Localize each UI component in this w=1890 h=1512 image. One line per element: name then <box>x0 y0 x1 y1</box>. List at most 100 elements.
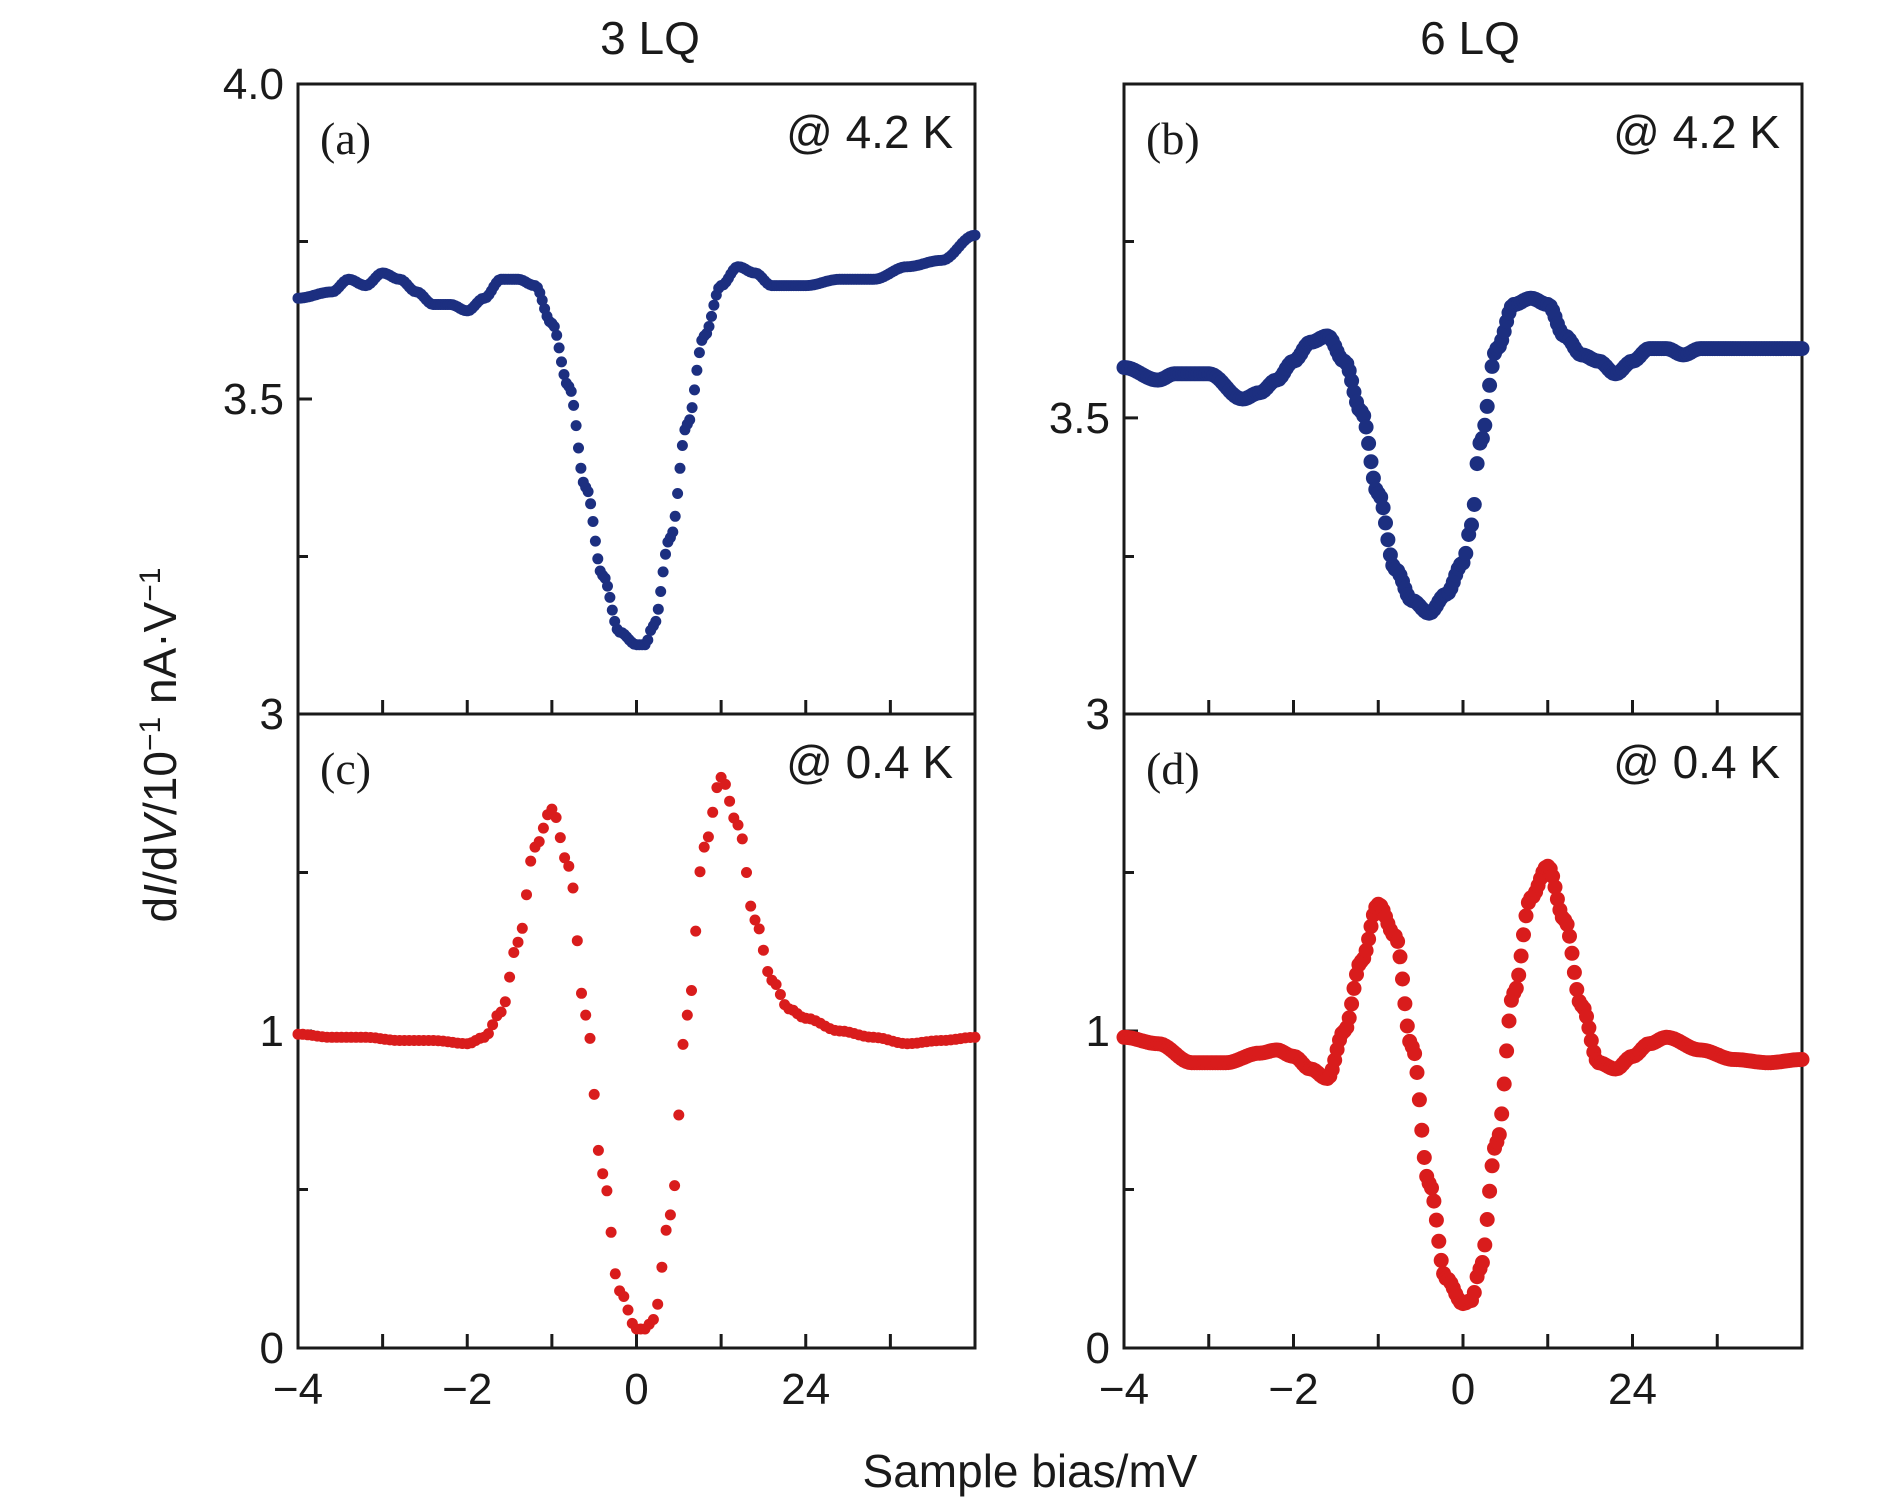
data-point <box>732 819 744 831</box>
data-point <box>652 603 664 615</box>
data-point <box>707 806 719 818</box>
data-point <box>1411 1092 1427 1108</box>
data-point <box>1562 928 1577 944</box>
data-point <box>1392 949 1408 965</box>
data-point <box>684 414 696 426</box>
data-point <box>1518 908 1534 924</box>
data-point <box>1569 982 1585 997</box>
data-point <box>521 889 532 901</box>
data-point <box>573 442 584 454</box>
data-point <box>537 822 549 834</box>
data-point <box>525 855 537 867</box>
data-point <box>1433 1252 1449 1268</box>
data-point <box>602 580 613 592</box>
data-point <box>533 836 545 848</box>
data-point <box>1341 1010 1357 1026</box>
data-point <box>745 900 757 912</box>
data-point <box>689 384 700 396</box>
data-point <box>1511 967 1527 983</box>
data-point <box>1466 1285 1482 1300</box>
data-point <box>1363 918 1379 934</box>
data-point <box>656 1261 668 1273</box>
column-title-3lq: 3 LQ <box>600 12 700 64</box>
data-point <box>1431 1233 1447 1249</box>
temperature-annotation: @ 4.2 K <box>786 106 953 158</box>
ylabel-exp1: −1 <box>134 717 167 751</box>
data-point <box>516 922 528 934</box>
ylabel-exp2: −1 <box>134 568 167 602</box>
data-point <box>703 321 715 332</box>
data-point <box>1407 1046 1423 1062</box>
data-point <box>1414 1122 1430 1138</box>
data-point <box>1397 996 1413 1012</box>
panel-a: 3 3.5 4.0 (a) @ 4.2 K <box>223 60 981 739</box>
data-point <box>698 841 710 853</box>
data-point <box>558 369 570 380</box>
data-point <box>1399 1018 1415 1034</box>
data-point <box>1499 1043 1515 1059</box>
x-tick-label: 0 <box>1451 1365 1475 1414</box>
data-point <box>618 1291 630 1302</box>
data-point <box>674 462 686 474</box>
panel-label: (d) <box>1146 743 1200 794</box>
data-point <box>570 420 582 432</box>
data-point <box>647 1314 659 1325</box>
data-point <box>1380 532 1396 548</box>
data-point <box>1390 933 1406 949</box>
y-tick-label: 1 <box>1086 1007 1110 1056</box>
data-point <box>571 935 583 947</box>
data-point <box>686 402 698 414</box>
data-point <box>1361 931 1377 947</box>
data-point <box>708 299 720 311</box>
data-point <box>1477 1237 1493 1253</box>
data-point <box>1482 1183 1498 1199</box>
data-point <box>1424 1180 1439 1196</box>
data-point <box>1464 517 1479 533</box>
ylabel-d2: /d <box>134 846 186 884</box>
column-title-6lq: 6 LQ <box>1420 12 1520 64</box>
y-tick-label: 3 <box>260 690 284 739</box>
data-point <box>660 548 671 560</box>
data-point <box>601 1185 613 1197</box>
data-point <box>686 985 697 996</box>
data-point <box>1484 358 1500 374</box>
data-point <box>724 795 736 807</box>
data-point <box>652 1298 664 1310</box>
data-point <box>592 1144 604 1156</box>
data-point <box>605 1226 617 1238</box>
data-point <box>1479 398 1495 414</box>
data-point <box>556 356 567 368</box>
data-point <box>512 936 524 948</box>
data-point <box>1547 879 1563 895</box>
data-point <box>693 347 705 359</box>
data-point <box>1474 1255 1490 1270</box>
data-point <box>1356 408 1372 424</box>
data-point <box>969 229 981 241</box>
data-point <box>741 867 752 878</box>
data-point <box>580 1009 592 1021</box>
x-axis-label: Sample bias/mV <box>863 1445 1198 1497</box>
y-tick-label: 3 <box>1086 690 1110 739</box>
data-point <box>1428 1212 1444 1228</box>
ylabel-d1: d <box>134 897 186 923</box>
data-point <box>1344 996 1360 1012</box>
data-point <box>1375 500 1391 516</box>
ylabel-v: V <box>134 811 186 846</box>
data-point <box>1794 341 1810 357</box>
data-point <box>1477 417 1493 433</box>
plot-frame <box>1122 82 1804 716</box>
data-point <box>691 364 703 376</box>
data-point <box>1395 971 1410 987</box>
data-point <box>1491 1127 1507 1143</box>
data-point <box>770 979 782 990</box>
x-tick-label: 0 <box>624 1365 648 1414</box>
data-point <box>672 488 684 499</box>
data-point <box>753 923 765 935</box>
data-point <box>664 1209 676 1221</box>
data-point <box>1466 497 1482 512</box>
data-point <box>1416 1150 1432 1165</box>
temperature-annotation: @ 0.4 K <box>786 736 953 788</box>
data-point <box>736 833 748 845</box>
data-point <box>1363 454 1379 470</box>
data-point <box>969 1031 981 1043</box>
